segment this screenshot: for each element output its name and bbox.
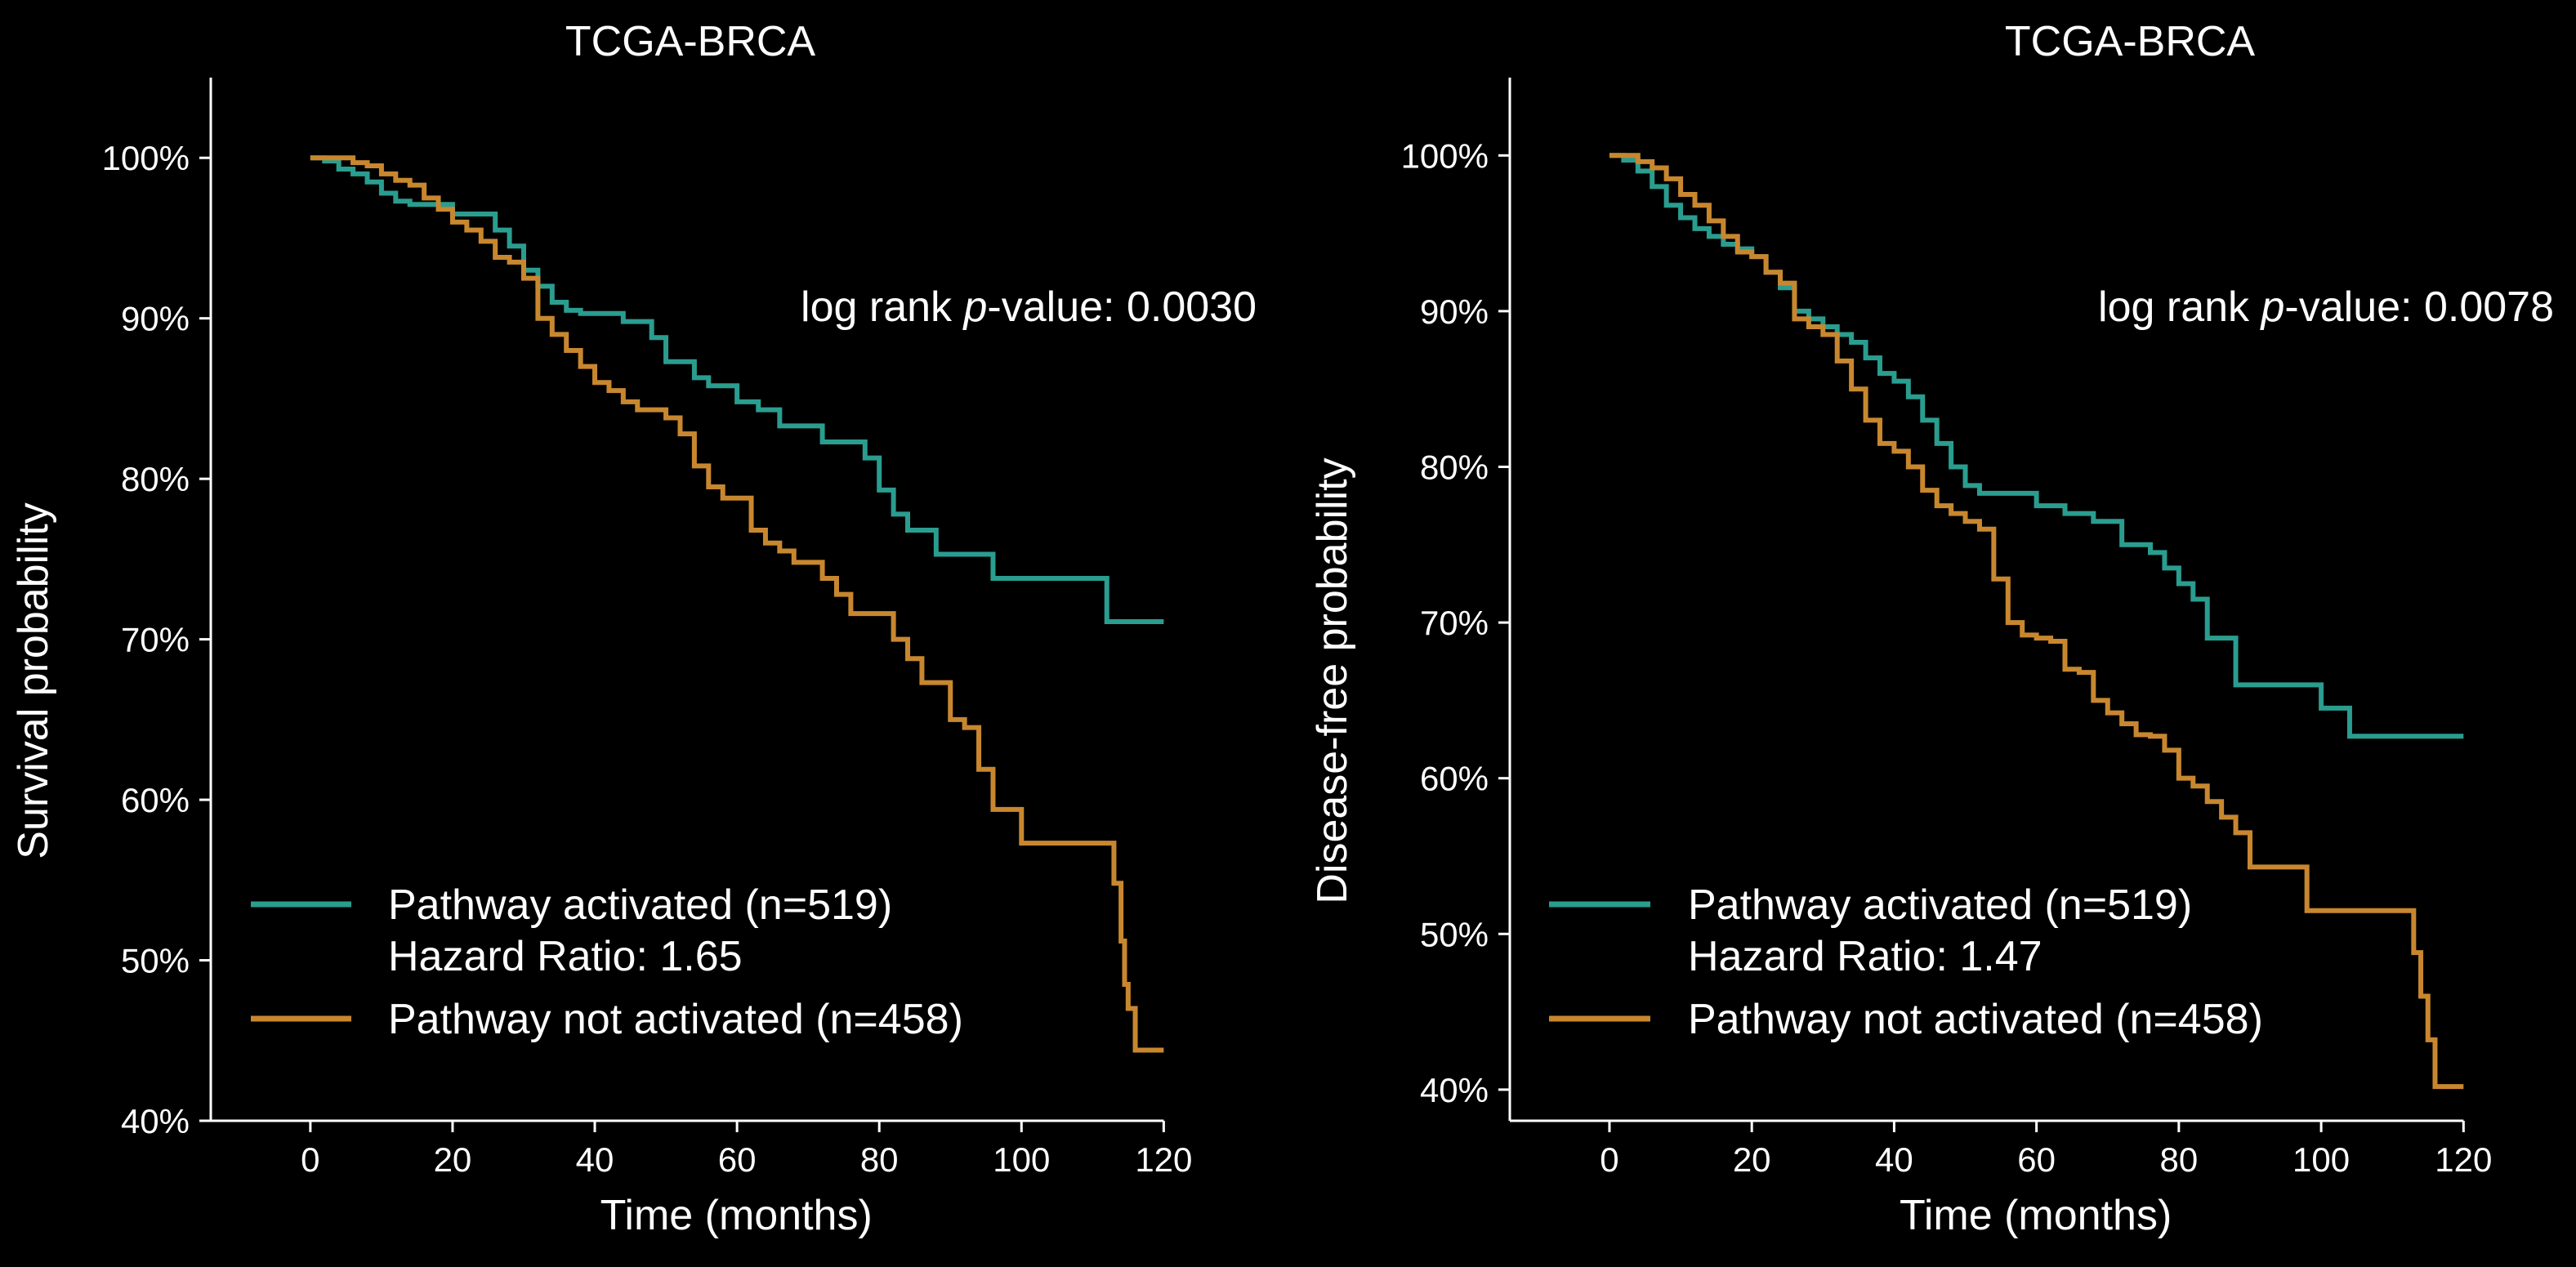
x-tick-label: 120 [1135, 1140, 1192, 1179]
annotation-prefix: log rank [2098, 283, 2261, 331]
x-tick-label: 100 [2293, 1140, 2350, 1179]
y-tick-label: 50% [121, 942, 190, 980]
legend-label-activated: Pathway activated (n=519) [388, 881, 892, 929]
y-tick-label: 50% [1420, 915, 1489, 953]
x-tick-label: 0 [1600, 1140, 1618, 1179]
chart-title: TCGA-BRCA [565, 18, 816, 65]
y-tick-label: 40% [121, 1102, 190, 1140]
x-tick-label: 80 [860, 1140, 899, 1179]
x-tick-label: 80 [2159, 1140, 2198, 1179]
x-tick-label: 100 [993, 1140, 1050, 1179]
log-rank-annotation: log rank p-value: 0.0078 [2098, 283, 2554, 331]
annotation-suffix: -value: 0.0078 [2284, 283, 2554, 331]
x-tick-label: 20 [1733, 1140, 1771, 1179]
x-tick-label: 20 [434, 1140, 472, 1179]
km-curve-series-1 [1609, 153, 2464, 1090]
legend: Pathway activated (n=519)Hazard Ratio: 1… [251, 881, 963, 1043]
annotation-p: p [962, 283, 988, 331]
y-tick-label: 80% [121, 460, 190, 498]
y-tick-label: 100% [102, 139, 190, 177]
legend-hazard-ratio: Hazard Ratio: 1.65 [388, 933, 743, 980]
chart-title: TCGA-BRCA [2005, 18, 2256, 65]
x-axis-label: Time (months) [1900, 1192, 2172, 1239]
y-tick-label: 60% [121, 781, 190, 819]
y-axis-label: Disease-free probability [1309, 457, 1356, 903]
annotation-suffix: -value: 0.0030 [987, 283, 1257, 331]
x-tick-label: 60 [2017, 1140, 2056, 1179]
left-panel-survival: TCGA-BRCA 0 20 40 60 80 100 120 40% 50% 60% 70% 80% 9… [10, 18, 1257, 1239]
km-curve-series-0 [1609, 153, 2464, 739]
y-tick-label: 40% [1420, 1071, 1489, 1109]
legend: Pathway activated (n=519)Hazard Ratio: 1… [1549, 881, 2263, 1043]
x-tick-label: 40 [1875, 1140, 1913, 1179]
y-tick-label: 70% [1420, 604, 1489, 642]
legend-label-not-activated: Pathway not activated (n=458) [388, 996, 963, 1043]
x-tick-label: 40 [576, 1140, 614, 1179]
legend-label-not-activated: Pathway not activated (n=458) [1688, 996, 2263, 1043]
y-tick-label: 70% [121, 621, 190, 659]
x-tick-label: 0 [301, 1140, 319, 1179]
annotation-p: p [2260, 283, 2285, 331]
x-tick-label: 120 [2435, 1140, 2492, 1179]
y-tick-label: 80% [1420, 448, 1489, 486]
log-rank-annotation: log rank p-value: 0.0030 [801, 283, 1257, 331]
x-tick-label: 60 [718, 1140, 757, 1179]
y-tick-label: 60% [1420, 760, 1489, 798]
y-tick-label: 90% [121, 300, 190, 338]
km-curve-series-0 [310, 155, 1164, 625]
y-axis-label: Survival probability [10, 502, 57, 859]
x-axis-label: Time (months) [600, 1192, 873, 1239]
right-panel-disease-free: TCGA-BRCA 0 20 40 60 80 100 120 40% 50% 60% 70% 80% 9… [1309, 18, 2554, 1239]
y-tick-label: 100% [1401, 136, 1489, 175]
annotation-prefix: log rank [801, 283, 963, 331]
legend-label-activated: Pathway activated (n=519) [1688, 881, 2192, 929]
km-curve-series-1 [310, 155, 1164, 1053]
y-tick-label: 90% [1420, 292, 1489, 331]
legend-hazard-ratio: Hazard Ratio: 1.47 [1688, 933, 2042, 980]
